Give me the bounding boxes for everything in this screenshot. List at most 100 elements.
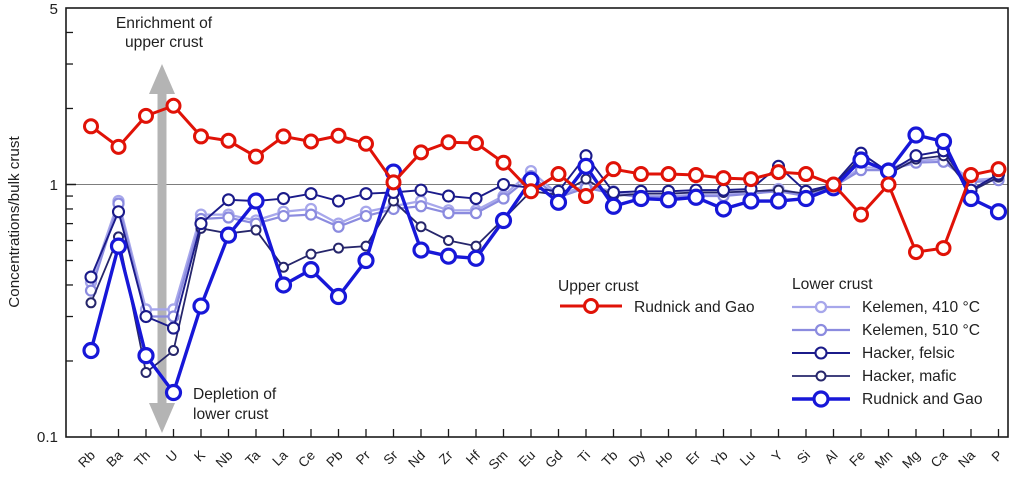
marker-hacker-mafic-Ti [580, 173, 592, 185]
marker-hacker-felsic-Mg [909, 149, 923, 163]
marker-hacker-felsic-Rb [84, 270, 98, 284]
marker-hacker-felsic-Yb [716, 183, 731, 197]
marker-hacker-felsic-Nb [221, 193, 236, 207]
marker-hacker-felsic-Nd [414, 183, 428, 197]
marker-lower-rudnick-gao-Ho [659, 191, 678, 209]
legend-sample-kelemen-410 [792, 300, 850, 314]
marker-upper-rudnick-gao-K [193, 128, 209, 145]
marker-hacker-mafic-Pb [333, 242, 344, 254]
enrichment-depletion-arrow [149, 64, 175, 433]
marker-upper-rudnick-gao-Y [770, 164, 787, 181]
y-tick-label-0-1: 0.1 [37, 429, 58, 446]
x-tick-label-Sm: Sm [486, 448, 511, 473]
marker-hacker-felsic-Tb [606, 185, 621, 200]
marker-lower-rudnick-gao-Si [797, 189, 815, 208]
legend-sample-upper-rudnick-gao [560, 298, 622, 314]
marker-lower-rudnick-gao-Dy [632, 189, 650, 208]
marker-lower-rudnick-gao-Th [137, 347, 155, 365]
marker-lower-rudnick-gao-Na [962, 189, 980, 208]
marker-hacker-felsic-Ce [304, 187, 318, 201]
marker-upper-rudnick-gao-Nd [413, 144, 429, 161]
x-tick-label-Er: Er [683, 447, 704, 468]
marker-lower-rudnick-gao-Pr [357, 251, 375, 270]
marker-kelemen-510-Nb [222, 211, 235, 224]
marker-hacker-felsic-Sm [496, 177, 511, 192]
marker-lower-rudnick-gao-Gd [549, 193, 568, 211]
marker-lower-rudnick-gao-La [274, 276, 293, 294]
marker-lower-rudnick-gao-Ca [934, 132, 953, 151]
marker-upper-rudnick-gao-Mg [908, 244, 924, 261]
marker-upper-rudnick-gao-Ta [248, 148, 264, 165]
y-tick-label-5: 5 [50, 1, 58, 18]
x-tick-label-Th: Th [131, 448, 153, 470]
x-tick-label-P: P [989, 448, 1006, 465]
x-tick-label-Lu: Lu [737, 448, 758, 469]
marker-hacker-mafic-Th [140, 367, 152, 379]
marker-upper-rudnick-gao-Si [798, 166, 814, 183]
marker-lower-rudnick-gao-Pb [329, 287, 348, 306]
marker-upper-rudnick-gao-Zr [440, 134, 457, 151]
axes-layer: Rb Ba Th U K Nb Ta La Ce Pb Pr Sr Nd Zr Hf Sm Eu Gd Ti Tb Dy… [65, 7, 1009, 473]
legend-label-kelemen-510: Kelemen, 510 °C [862, 322, 980, 339]
x-tick-label-Yb: Yb [708, 448, 730, 470]
x-tick-label-Ta: Ta [242, 447, 263, 468]
marker-upper-rudnick-gao-Dy [633, 166, 649, 183]
legend-marker-kelemen-510 [814, 323, 828, 337]
marker-hacker-felsic-La [276, 191, 291, 206]
marker-upper-rudnick-gao-Er [688, 167, 704, 184]
marker-upper-rudnick-gao-Hf [468, 134, 484, 151]
marker-upper-rudnick-gao-Tb [605, 161, 622, 178]
marker-hacker-felsic-Th [139, 309, 153, 324]
legend-marker-hacker-mafic [815, 370, 827, 382]
legend-sample-hacker-felsic [792, 346, 850, 360]
marker-upper-rudnick-gao-La [275, 128, 292, 145]
plot-border [65, 7, 1009, 438]
marker-upper-rudnick-gao-Nb [220, 132, 237, 149]
marker-upper-rudnick-gao-Sr [385, 174, 402, 191]
x-tick-label-Nb: Nb [213, 448, 236, 471]
legend-samples-layer [560, 298, 850, 408]
marker-lower-rudnick-gao-Zr [439, 247, 458, 265]
x-tick-label-U: U [163, 448, 181, 466]
x-tick-label-La: La [269, 447, 291, 469]
marker-kelemen-510-La [277, 209, 290, 223]
x-tick-label-Nd: Nd [405, 448, 428, 471]
marker-upper-rudnick-gao-Pr [358, 135, 374, 152]
marker-hacker-mafic-U [168, 345, 179, 357]
marker-lower-rudnick-gao-Yb [714, 200, 733, 218]
x-tick-label-Hf: Hf [463, 447, 483, 467]
x-tick-label-Mn: Mn [872, 448, 896, 472]
x-tick-label-Ti: Ti [575, 448, 593, 466]
legend-sample-kelemen-510 [792, 323, 850, 337]
marker-upper-rudnick-gao-U [165, 97, 182, 114]
marker-lower-rudnick-gao-Ti [577, 157, 595, 175]
legend-lower-title: Lower crust [792, 276, 873, 293]
annotation-depletion-line2: lower crust [193, 406, 269, 423]
marker-lower-rudnick-gao-Mg [907, 126, 925, 144]
x-tick-label-Gd: Gd [542, 448, 565, 471]
marker-upper-rudnick-gao-Ce [303, 133, 319, 150]
marker-upper-rudnick-gao-Sm [495, 154, 512, 171]
series-line-hacker-mafic [90, 154, 999, 374]
y-tick-label-1: 1 [50, 177, 58, 194]
x-tick-label-Ho: Ho [653, 448, 676, 471]
marker-kelemen-510-Hf [469, 207, 483, 220]
series-line-lower-rudnick-gao [89, 133, 1000, 395]
x-tick-label-Al: Al [822, 448, 841, 467]
marker-hacker-mafic-Ce [305, 248, 317, 260]
x-tick-label-Tb: Tb [599, 448, 621, 470]
series-line-upper-rudnick-gao [90, 104, 999, 254]
marker-hacker-felsic-Ba [111, 205, 126, 219]
annotation-depletion-line1: Depletion of [193, 386, 277, 403]
marker-lower-rudnick-gao-Hf [467, 249, 485, 267]
x-tick-label-Pr: Pr [353, 447, 374, 468]
marker-hacker-mafic-Nd [415, 221, 427, 233]
marker-upper-rudnick-gao-Ca [935, 240, 952, 257]
marker-hacker-felsic-Hf [469, 191, 483, 206]
legend-label-upper-rudnick-gao: Rudnick and Gao [634, 299, 755, 316]
y-axis-label: Concentrations/bulk crust [6, 136, 23, 308]
marker-lower-rudnick-gao-P [989, 203, 1008, 221]
legend-marker-upper-rudnick-gao [583, 298, 599, 314]
marker-upper-rudnick-gao-Eu [523, 183, 539, 200]
x-tick-label-Na: Na [955, 447, 978, 470]
